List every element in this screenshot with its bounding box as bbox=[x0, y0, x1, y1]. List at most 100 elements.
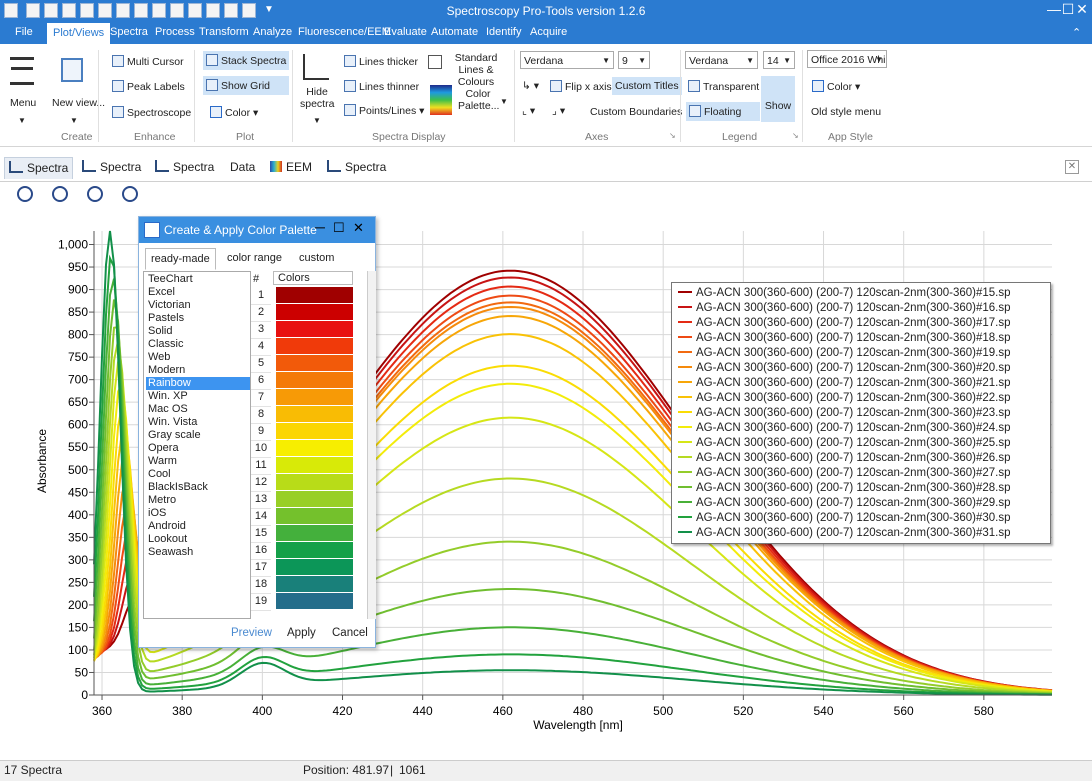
legend-launcher-icon[interactable]: ↘ bbox=[792, 131, 799, 140]
tab-spectra-1[interactable]: Spectra bbox=[4, 157, 74, 179]
quick-access-export2-icon[interactable] bbox=[242, 3, 256, 18]
menu-plot-views[interactable]: Plot/Views bbox=[47, 23, 111, 44]
menu-fluorescence-eem[interactable]: Fluorescence/EEM bbox=[298, 26, 391, 38]
app-style-dropdown-icon[interactable]: ▼ bbox=[875, 55, 883, 64]
legend-entry[interactable]: AG-ACN 300(360-600) (200-7) 120scan-2nm(… bbox=[678, 406, 1011, 421]
palette-color-swatch[interactable] bbox=[276, 525, 353, 541]
close-tab-icon[interactable]: ✕ bbox=[1065, 160, 1079, 174]
new-view-icon[interactable] bbox=[61, 58, 83, 82]
menu-spectra[interactable]: Spectra bbox=[110, 26, 148, 38]
quick-access-table-icon[interactable] bbox=[152, 3, 166, 18]
quick-access-folder2-icon[interactable] bbox=[224, 3, 238, 18]
close-button[interactable]: ✕ bbox=[1076, 1, 1088, 17]
custom-boundaries-button[interactable]: Custom Boundaries bbox=[590, 106, 683, 118]
minimize-button[interactable]: — bbox=[1047, 1, 1061, 17]
tab-data[interactable]: Data bbox=[230, 160, 256, 174]
series-line[interactable] bbox=[93, 254, 1052, 696]
palette-color-swatch[interactable] bbox=[276, 423, 353, 439]
menu-transform[interactable]: Transform bbox=[199, 26, 249, 38]
legend-entry[interactable]: AG-ACN 300(360-600) (200-7) 120scan-2nm(… bbox=[678, 511, 1011, 526]
palette-color-swatch[interactable] bbox=[276, 338, 353, 354]
palette-color-swatch[interactable] bbox=[276, 440, 353, 456]
palette-list-item[interactable]: Opera bbox=[148, 442, 179, 454]
maximize-button[interactable]: ☐ bbox=[1061, 1, 1075, 17]
cancel-button[interactable]: Cancel bbox=[332, 627, 368, 639]
spectroscope-button[interactable]: Spectroscope bbox=[112, 106, 191, 119]
menu-file[interactable]: File bbox=[15, 26, 33, 38]
palette-color-swatch[interactable] bbox=[276, 304, 353, 320]
dialog-tab-color-range[interactable]: color range bbox=[227, 252, 283, 264]
zoom-reset-icon[interactable] bbox=[87, 186, 103, 202]
color-palette-button[interactable]: Color Palette... bbox=[458, 88, 500, 112]
flip-x-axis-button[interactable]: Flip x axis bbox=[550, 80, 612, 93]
palette-list-item[interactable]: Win. XP bbox=[148, 390, 188, 402]
quick-access-print-icon[interactable] bbox=[80, 3, 94, 18]
axes-font-dropdown-icon[interactable]: ▼ bbox=[602, 56, 610, 65]
palette-list-item[interactable]: Android bbox=[148, 520, 186, 532]
palette-list-item[interactable]: Solid bbox=[148, 325, 173, 337]
color-palette-dropdown-icon[interactable]: ▼ bbox=[500, 97, 508, 106]
palette-list-item[interactable]: Lookout bbox=[148, 533, 188, 545]
legend-entry[interactable]: AG-ACN 300(360-600) (200-7) 120scan-2nm(… bbox=[678, 496, 1011, 511]
tab-spectra-3[interactable]: Spectra bbox=[155, 160, 214, 174]
quick-access-list-icon[interactable] bbox=[170, 3, 184, 18]
palette-list-item[interactable]: Web bbox=[148, 351, 171, 363]
app-style-color-button[interactable]: Color ▾ bbox=[812, 80, 860, 93]
palette-list-item[interactable]: Seawash bbox=[148, 546, 194, 558]
palette-color-swatch[interactable] bbox=[276, 491, 353, 507]
legend-font-dropdown-icon[interactable]: ▼ bbox=[746, 56, 754, 65]
ribbon-collapse-icon[interactable]: ⌃ bbox=[1072, 27, 1082, 39]
standard-lines-button[interactable]: Standard Lines & Colours bbox=[454, 52, 498, 88]
legend-entry[interactable]: AG-ACN 300(360-600) (200-7) 120scan-2nm(… bbox=[678, 301, 1011, 316]
palette-list-item[interactable]: BlackIsBack bbox=[148, 481, 208, 493]
menu-automate[interactable]: Automate bbox=[431, 26, 479, 38]
series-line[interactable] bbox=[93, 230, 1052, 696]
color-palette-icon[interactable] bbox=[430, 85, 452, 115]
palette-list-item[interactable]: Classic bbox=[148, 338, 184, 350]
quick-access-undo-icon[interactable] bbox=[206, 3, 220, 18]
dialog-title-bar[interactable]: Create & Apply Color Palette ─ ☐ ✕ bbox=[139, 217, 375, 243]
apply-button[interactable]: Apply bbox=[287, 627, 316, 639]
legend-entry[interactable]: AG-ACN 300(360-600) (200-7) 120scan-2nm(… bbox=[678, 436, 1011, 451]
palette-list-item[interactable]: Rainbow bbox=[146, 377, 250, 390]
plot-color-button[interactable]: Color ▾ bbox=[210, 106, 258, 119]
legend-entry[interactable]: AG-ACN 300(360-600) (200-7) 120scan-2nm(… bbox=[678, 481, 1011, 496]
legend-font-select[interactable]: Verdana ▼ bbox=[685, 51, 758, 69]
menu-evaluate[interactable]: Evaluate bbox=[384, 26, 427, 38]
palette-list-item[interactable]: Cool bbox=[148, 468, 171, 480]
legend-size-dropdown-icon[interactable]: ▼ bbox=[783, 56, 791, 65]
palette-color-swatch[interactable] bbox=[276, 406, 353, 422]
palette-list-item[interactable]: Modern bbox=[148, 364, 186, 376]
multi-cursor-button[interactable]: Multi Cursor bbox=[112, 55, 184, 68]
palette-list-item[interactable]: Gray scale bbox=[148, 429, 201, 441]
legend-entry[interactable]: AG-ACN 300(360-600) (200-7) 120scan-2nm(… bbox=[678, 391, 1011, 406]
quick-access-open-icon[interactable] bbox=[26, 3, 40, 18]
menu-analyze[interactable]: Analyze bbox=[253, 26, 293, 38]
peak-labels-button[interactable]: Peak Labels bbox=[112, 80, 185, 93]
palette-color-swatch[interactable] bbox=[276, 559, 353, 575]
quick-access-save-icon[interactable] bbox=[44, 3, 58, 18]
legend-entry[interactable]: AG-ACN 300(360-600) (200-7) 120scan-2nm(… bbox=[678, 286, 1011, 301]
points-lines-button[interactable]: Points/Lines ▾ bbox=[344, 104, 424, 117]
quick-access-dropdown-icon[interactable]: ▼ bbox=[264, 4, 274, 15]
custom-titles-button[interactable]: Custom Titles bbox=[612, 77, 682, 95]
preview-button[interactable]: Preview bbox=[231, 627, 272, 639]
floating-button[interactable]: Floating bbox=[686, 102, 760, 121]
axis-left-icon[interactable]: ⌞ ▾ bbox=[522, 105, 536, 117]
palette-color-swatch[interactable] bbox=[276, 593, 353, 609]
axes-size-dropdown-icon[interactable]: ▼ bbox=[638, 56, 646, 65]
dialog-maximize-icon[interactable]: ☐ bbox=[333, 220, 345, 235]
palette-color-swatch[interactable] bbox=[276, 287, 353, 303]
new-view-button[interactable]: New view... bbox=[52, 97, 106, 109]
tab-eem[interactable]: EEM bbox=[270, 160, 312, 174]
hide-spectra-button[interactable]: Hide spectra bbox=[300, 86, 335, 110]
hide-spectra-icon[interactable] bbox=[303, 54, 329, 80]
menu-icon[interactable] bbox=[10, 57, 34, 85]
old-style-menu-button[interactable]: Old style menu bbox=[811, 106, 882, 118]
axis-arrow-icon[interactable]: ↳ ▾ bbox=[522, 80, 539, 92]
series-line[interactable] bbox=[93, 278, 1052, 696]
palette-list-item[interactable]: Pastels bbox=[148, 312, 185, 324]
tab-spectra-4[interactable]: Spectra bbox=[327, 160, 386, 174]
palette-list-item[interactable]: Metro bbox=[148, 494, 177, 506]
menu-identify[interactable]: Identify bbox=[486, 26, 522, 38]
